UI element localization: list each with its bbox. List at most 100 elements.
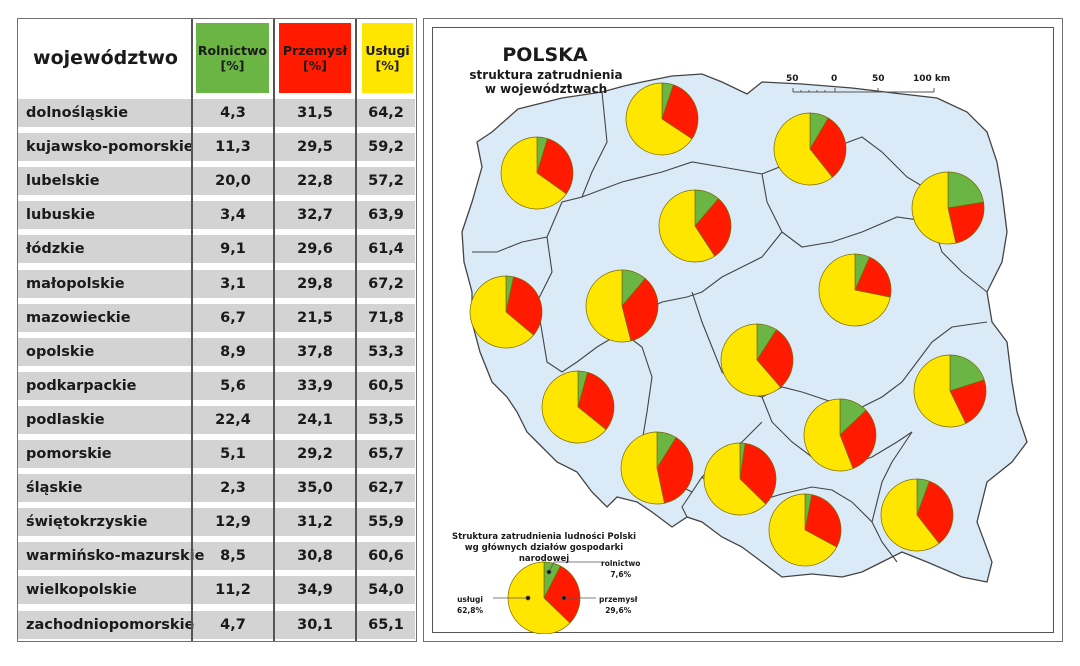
column-divider (355, 19, 357, 641)
services-value: 53,5 (368, 411, 404, 428)
table-row: podkarpackie 5,6 33,9 60,5 (18, 371, 415, 400)
region-name: podkarpackie (26, 377, 137, 394)
poland-map (461, 73, 1028, 634)
services-value: 59,2 (368, 139, 404, 156)
pie-łódzkie (720, 323, 794, 397)
table-row: łódzkie 9,1 29,6 61,4 (18, 235, 415, 264)
map-panel: POLSKA struktura zatrudnienia w wojewódz… (423, 18, 1063, 642)
scale-label: 100 km (913, 74, 951, 84)
pie-opolskie (620, 431, 694, 505)
region-name: lubuskie (26, 207, 96, 224)
table-row: lubuskie 3,4 32,7 63,9 (18, 201, 415, 230)
column-divider (273, 19, 275, 641)
services-value: 67,2 (368, 275, 404, 292)
pie-warmińsko-mazurskie (773, 112, 847, 186)
table-row: zachodniopomorskie 4,7 30,1 65,1 (18, 610, 415, 639)
services-value: 65,1 (368, 616, 404, 633)
table-row: kujawsko-pomorskie 11,3 29,5 59,2 (18, 133, 415, 162)
table-row: warmińsko-mazurskie 8,5 30,8 60,6 (18, 542, 415, 571)
region-name: zachodniopomorskie (26, 616, 195, 633)
pie-śląskie (703, 442, 777, 516)
column-divider (191, 19, 193, 641)
services-value: 63,9 (368, 207, 404, 224)
services-value: 71,8 (368, 309, 404, 326)
table-row: świętokrzyskie 12,9 31,2 55,9 (18, 508, 415, 537)
services-value: 55,9 (368, 514, 404, 531)
industry-value: 30,1 (297, 616, 333, 633)
industry-value: 29,5 (297, 139, 333, 156)
agriculture-value: 3,4 (220, 207, 246, 224)
employment-table: województwo Rolnictwo [%] Przemysł [%] U… (17, 18, 417, 642)
header-agriculture-unit: [%] (220, 58, 245, 73)
region-name: podlaskie (26, 411, 105, 428)
legend-agriculture-name: rolnictwo (601, 559, 641, 568)
agriculture-value: 2,3 (220, 480, 246, 497)
agriculture-value: 20,0 (215, 173, 251, 190)
agriculture-value: 12,9 (215, 514, 251, 531)
region-pies (469, 82, 987, 567)
region-name: pomorskie (26, 446, 112, 462)
pie-lubelskie (913, 354, 987, 428)
region-name: świętokrzyskie (26, 514, 148, 531)
scale-label: 50 (786, 74, 799, 84)
industry-value: 29,2 (297, 446, 333, 462)
agriculture-value: 22,4 (215, 411, 251, 428)
agriculture-value: 11,2 (215, 582, 251, 599)
industry-value: 37,8 (297, 343, 333, 360)
legend-agriculture-value: 7,6% (610, 570, 632, 579)
pie-zachodniopomorskie (500, 136, 574, 210)
region-name: dolnośląskie (26, 105, 129, 121)
region-name: lubelskie (26, 173, 100, 190)
services-value: 64,2 (368, 105, 404, 121)
header-services-label: Usługi (365, 43, 410, 58)
legend-leaders (493, 561, 602, 601)
agriculture-value: 8,5 (220, 548, 246, 565)
legend-services: usługi 62,8% (457, 594, 483, 616)
industry-value: 24,1 (297, 411, 333, 428)
header-agriculture: Rolnictwo [%] (196, 23, 269, 93)
services-value: 65,7 (368, 446, 404, 462)
table-row: małopolskie 3,1 29,8 67,2 (18, 269, 415, 298)
industry-value: 32,7 (297, 207, 333, 224)
industry-value: 31,5 (297, 105, 333, 121)
table-row: wielkopolskie 11,2 34,9 54,0 (18, 576, 415, 605)
services-value: 61,4 (368, 241, 404, 258)
agriculture-value: 4,7 (220, 616, 246, 633)
industry-value: 31,2 (297, 514, 333, 531)
legend-industry-value: 29,6% (605, 606, 632, 615)
legend-services-name: usługi (457, 595, 483, 604)
services-value: 57,2 (368, 173, 404, 190)
scale-bar (792, 88, 935, 93)
pie-kujawsko-pomorskie (658, 189, 732, 263)
table-row: śląskie 2,3 35,0 62,7 (18, 474, 415, 503)
industry-value: 29,6 (297, 241, 333, 258)
legend-services-value: 62,8% (457, 606, 484, 615)
region-name: małopolskie (26, 275, 125, 292)
region-name: kujawsko-pomorskie (26, 139, 194, 156)
header-agriculture-label: Rolnictwo (197, 43, 268, 58)
table-row: dolnośląskie 4,3 31,5 64,2 (18, 99, 415, 127)
services-value: 54,0 (368, 582, 404, 599)
region-name: warmińsko-mazurskie (26, 548, 205, 565)
table-row: pomorskie 5,1 29,2 65,7 (18, 440, 415, 468)
pie-świętokrzyskie (803, 398, 877, 472)
pie-pomorskie (625, 82, 699, 156)
pie-małopolskie (768, 493, 842, 567)
services-value: 60,5 (368, 377, 404, 394)
agriculture-value: 9,1 (220, 241, 246, 258)
services-value: 60,6 (368, 548, 404, 565)
map-title: POLSKA (502, 44, 588, 66)
table-row: podlaskie 22,4 24,1 53,5 (18, 405, 415, 434)
industry-value: 22,8 (297, 173, 333, 190)
agriculture-value: 5,1 (220, 446, 246, 462)
region-name: łódzkie (26, 241, 85, 258)
pie-podlaskie (911, 171, 985, 245)
industry-value: 34,9 (297, 582, 333, 599)
table-row: opolskie 8,9 37,8 53,3 (18, 337, 415, 366)
industry-value: 35,0 (297, 480, 333, 497)
agriculture-value: 11,3 (215, 139, 251, 156)
services-value: 62,7 (368, 480, 404, 497)
legend-title-line: wg głównych działów gospodarki narodowej (464, 543, 624, 564)
agriculture-value: 3,1 (220, 275, 246, 292)
region-name: śląskie (26, 480, 83, 497)
